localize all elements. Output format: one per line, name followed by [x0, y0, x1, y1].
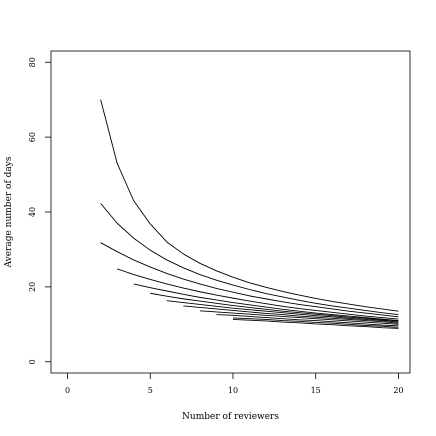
x-tick-label-2: 10	[228, 386, 238, 395]
y-axis: 0 20 40 60 80	[28, 57, 51, 364]
series-line-2	[100, 203, 399, 316]
series-line-12	[232, 319, 399, 329]
y-axis-label: Average number of days	[4, 156, 14, 268]
x-tick-label-0: 0	[65, 386, 70, 395]
x-axis: 0 5 10 15 20	[65, 373, 404, 395]
y-tick-label-3: 60	[28, 132, 37, 142]
x-axis-label: Number of reviewers	[182, 412, 279, 422]
series-line-6	[150, 292, 399, 322]
series-line-4	[117, 268, 399, 320]
x-tick-label-4: 20	[393, 386, 403, 395]
y-tick-label-0: 0	[28, 359, 37, 364]
y-tick-label-2: 40	[28, 207, 37, 217]
series-line-1	[100, 99, 399, 312]
series-line-3	[100, 242, 399, 318]
series-line-5	[133, 283, 399, 322]
y-tick-label-1: 20	[28, 282, 37, 292]
series-line-7	[166, 300, 399, 323]
series-layer	[100, 99, 399, 329]
y-tick-label-4: 80	[28, 57, 37, 67]
series-line-11	[232, 317, 399, 328]
series-line-9	[199, 310, 399, 325]
x-tick-label-1: 5	[148, 386, 153, 395]
series-line-10	[216, 314, 399, 327]
x-tick-label-3: 15	[311, 386, 321, 395]
series-line-8	[183, 305, 399, 324]
